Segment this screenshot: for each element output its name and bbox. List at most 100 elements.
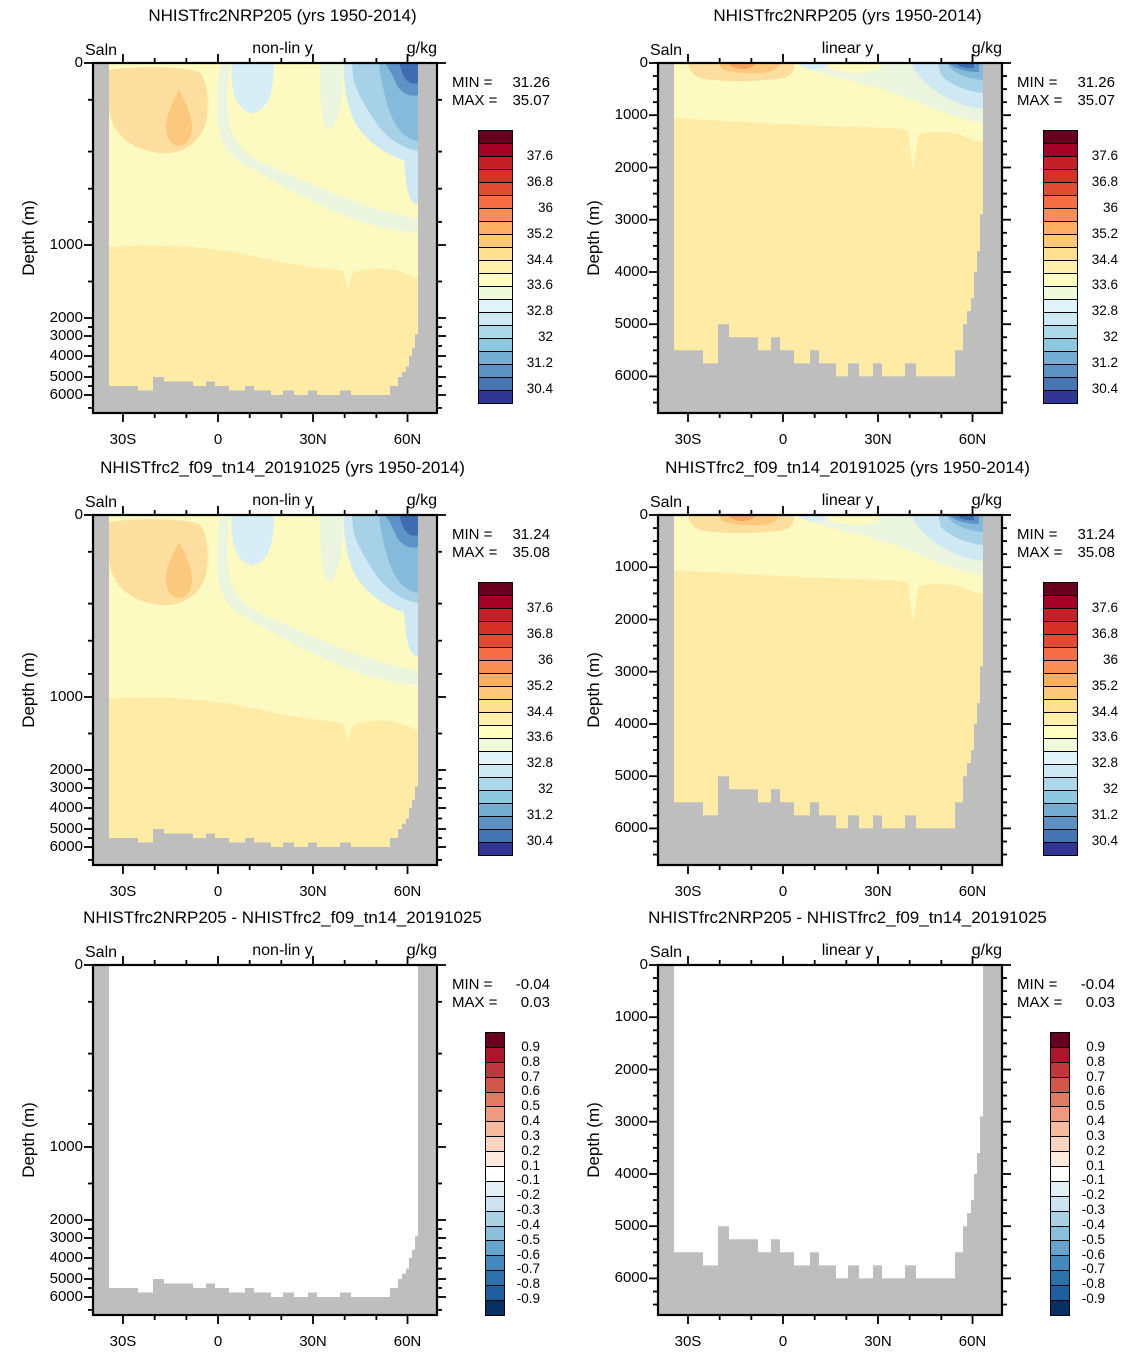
colorbar-cell [1044,583,1077,596]
depth-tick-label: 1000 [614,558,648,576]
depth-tick-label: 3000 [49,1229,83,1246]
colorbar-tick-label: -0.6 [1081,1246,1105,1262]
min-label: MIN = [1017,74,1058,91]
colorbar-tick-label: 36 [537,199,553,215]
colorbar-cell [486,1033,504,1048]
colorbar-cell [1044,661,1077,674]
colorbar-cell [1051,1286,1069,1302]
colorbar-cell [479,804,512,817]
colorbar-tick-label: -0.3 [516,1202,540,1218]
colorbar-cell [486,1062,504,1078]
depth-tick-label: 0 [639,54,648,71]
max-label: MAX = [452,544,498,561]
depth-tick-label: 0 [74,506,83,523]
colorbar [1043,130,1078,404]
colorbar-cell [486,1152,504,1168]
colorbar-cell [1044,157,1077,170]
max-value: 35.07 [512,92,550,109]
colorbar-cell [479,274,512,287]
colorbar [478,582,513,856]
colorbar-cell [1051,1062,1069,1078]
colorbar-tick-label: 34.4 [526,251,553,267]
colorbar-cell [479,596,512,609]
colorbar-tick-label: -0.6 [516,1246,540,1262]
depth-tick-label: 2000 [49,1211,83,1228]
panel-title: NHISTfrc2_f09_tn14_20191025 (yrs 1950-20… [100,458,465,477]
colorbar-tick-label: -0.8 [1081,1276,1105,1292]
depth-tick-label: 2000 [614,1060,648,1078]
latitude-tick-label: 60N [393,1333,422,1350]
colorbar-tick-label: 0.1 [521,1157,540,1173]
latitude-tick-label: 0 [778,431,788,448]
min-label: MIN = [1017,526,1058,543]
colorbar-cell [1044,635,1077,648]
depth-tick-label: 5000 [49,820,83,837]
panel-mid-right-linear: NHISTfrc2_f09_tn14_20191025 (yrs 1950-20… [565,452,1130,904]
colorbar-tick-label: 37.6 [1091,147,1118,163]
max-value: 0.03 [1085,994,1115,1011]
variable-label: Saln [650,494,683,511]
min-label: MIN = [1017,976,1058,993]
depth-tick-label: 6000 [49,1288,83,1305]
colorbar-tick-label: 0.5 [521,1098,540,1114]
colorbar-cell [1044,144,1077,157]
colorbar-tick-label: 30.4 [1091,381,1118,397]
colorbar-cell [1044,804,1077,817]
colorbar-cell [486,1122,504,1138]
colorbar-cell [1044,287,1077,300]
colorbar-tick-label: 0.7 [521,1068,540,1084]
colorbar-cell [1044,326,1077,339]
colorbar-cell [479,674,512,687]
depth-tick-label: 1000 [49,688,83,705]
colorbar-cell [1044,313,1077,326]
colorbar-cell [479,352,512,365]
depth-tick-label: 2000 [614,610,648,628]
colorbar-cell [1051,1033,1069,1048]
y-scale-label: non-lin y [252,40,313,57]
colorbar-tick-label: 37.6 [1091,599,1118,615]
colorbar-cell [1051,1271,1069,1287]
units-label: g/kg [971,492,1002,509]
colorbar-cell [479,196,512,209]
depth-tick-label: 5000 [614,767,648,785]
colorbar-cell [1044,765,1077,778]
depth-tick-label: 0 [639,506,648,523]
colorbar [478,130,513,404]
colorbar-cell [1044,700,1077,713]
colorbar-cell [479,144,512,157]
colorbar-tick-label: 35.2 [1091,225,1118,241]
colorbar-cell [479,170,512,183]
colorbar-cell [1044,817,1077,830]
colorbar-cell [1051,1241,1069,1257]
latitude-tick-label: 30N [864,431,892,448]
panel-top-right-linear: NHISTfrc2NRP205 (yrs 1950-2014) Saln lin… [565,0,1130,452]
colorbar-cell [1044,648,1077,661]
colorbar-cell [1051,1301,1069,1315]
latitude-tick-label: 0 [213,431,223,448]
colorbar-tick-label: 31.2 [1091,355,1118,371]
panel-bottom-left-diff-nonlin: NHISTfrc2NRP205 - NHISTfrc2_f09_tn14_201… [0,902,565,1354]
colorbar-tick-label: -0.2 [1081,1187,1105,1203]
colorbar-tick-label: 32 [537,781,553,797]
colorbar-tick-label: 34.4 [1091,703,1118,719]
colorbar-cell [1051,1152,1069,1168]
colorbar-tick-label: 0.6 [521,1083,540,1099]
depth-tick-label: 5000 [49,1270,83,1287]
colorbar-cell [486,1271,504,1287]
colorbar-tick-label: 0.9 [521,1038,540,1054]
colorbar-cell [1051,1077,1069,1093]
colorbar-tick-label: 0.2 [1086,1142,1105,1158]
colorbar-cell [479,713,512,726]
colorbar-tick-label: 35.2 [526,225,553,241]
latitude-tick-label: 30S [674,431,702,448]
latitude-tick-label: 60N [958,1333,987,1350]
units-label: g/kg [406,942,437,959]
depth-tick-label: 4000 [614,1165,648,1182]
colorbar-cell [1051,1211,1069,1227]
colorbar-cell [479,313,512,326]
max-value: 35.07 [1077,92,1115,109]
colorbar-tick-label: 32.8 [1091,755,1118,771]
colorbar-cell [486,1241,504,1257]
colorbar-cell [479,183,512,196]
colorbar-tick-label: 30.4 [526,381,553,397]
